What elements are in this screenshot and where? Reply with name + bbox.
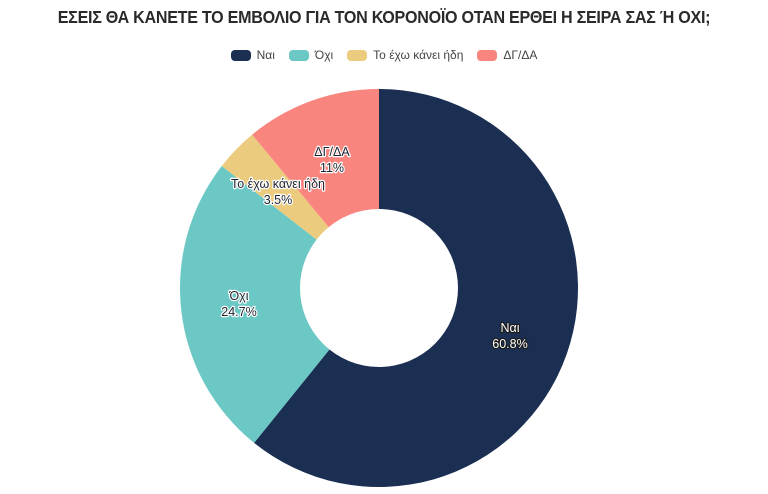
legend-item-dk[interactable]: ΔΓ/ΔΑ [477, 48, 537, 62]
slice-label-already-name: Το έχω κάνει ήδη [231, 177, 325, 191]
legend-label-oxi: Όχι [314, 48, 334, 62]
legend-item-oxi[interactable]: Όχι [288, 48, 334, 62]
legend-item-already[interactable]: Το έχω κάνει ήδη [347, 48, 463, 62]
legend-swatch-dk [477, 49, 498, 61]
legend-label-nai: Ναι [256, 48, 275, 62]
legend-item-nai[interactable]: Ναι [230, 48, 275, 62]
chart-legend: Ναι Όχι Το έχω κάνει ήδη ΔΓ/ΔΑ [0, 48, 768, 62]
slice-label-nai-value: 60.8% [492, 337, 527, 351]
slice-label-already-value: 3.5% [264, 193, 293, 207]
legend-label-dk: ΔΓ/ΔΑ [503, 48, 538, 62]
legend-swatch-nai [230, 49, 251, 61]
legend-swatch-already [347, 49, 368, 61]
slice-label-nai-name: Ναι [500, 321, 519, 335]
slice-oxi[interactable] [180, 166, 379, 443]
slice-label-oxi-value: 24.7% [221, 305, 256, 319]
donut-hole [300, 209, 458, 367]
slice-label-dk-name: ΔΓ/ΔΑ [314, 145, 350, 159]
slice-label-oxi-name: Όχι [228, 289, 248, 303]
slice-label-dk-value: 11% [320, 161, 344, 175]
legend-swatch-oxi [288, 49, 309, 61]
chart-title: ΕΣΕΙΣ ΘΑ ΚΑΝΕΤΕ ΤΟ ΕΜΒΟΛΙΟ ΓΙΑ ΤΟΝ ΚΟΡΟΝ… [57, 7, 711, 27]
legend-label-already: Το έχω κάνει ήδη [373, 48, 464, 62]
